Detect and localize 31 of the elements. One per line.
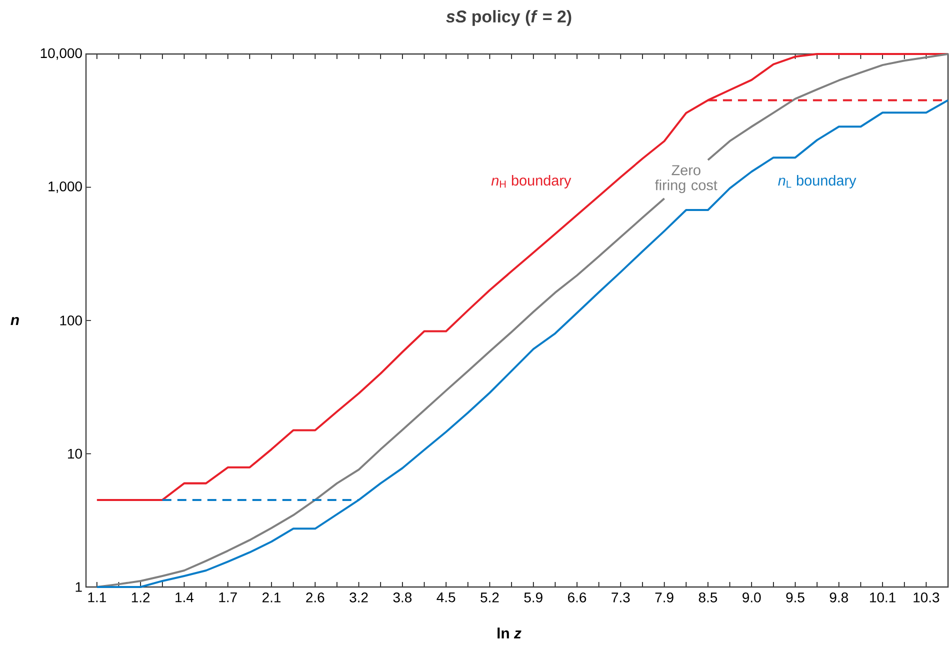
x-tick-label: 3.2 xyxy=(350,592,368,602)
x-tick-label: 7.9 xyxy=(655,592,674,602)
x-tick-label: 1.4 xyxy=(176,592,194,602)
x-tick-label: 10.3 xyxy=(914,592,940,602)
x-tick-label: 8.5 xyxy=(698,592,718,602)
series-label: n$_{H}$ boundary xyxy=(491,174,572,188)
y-axis-title: n xyxy=(10,316,19,326)
series-label: n$_{L}$ boundary xyxy=(778,174,856,188)
x-tick-label: 5.2 xyxy=(480,592,499,602)
x-tick-label: 3.8 xyxy=(393,592,412,602)
x-axis-title: ln z xyxy=(498,628,522,638)
x-tick-label: 9.5 xyxy=(786,592,804,602)
x-tick-label: 2.6 xyxy=(306,592,324,602)
series-label: Zero firing cost xyxy=(655,165,718,194)
x-tick-label: 7.3 xyxy=(612,592,630,602)
y-tick-label: 1,000 xyxy=(48,181,82,193)
x-tick-label: 1.7 xyxy=(219,592,237,602)
y-tick-label: 10 xyxy=(68,448,82,459)
x-tick-label: 4.5 xyxy=(436,592,456,602)
chart-title: sS policy (f = 2) xyxy=(446,10,572,26)
x-tick-label: 6.6 xyxy=(568,592,586,602)
x-tick-label: 10.1 xyxy=(870,592,896,602)
x-tick-label: 9.0 xyxy=(742,592,761,602)
x-tick-label: 9.8 xyxy=(830,592,848,602)
x-tick-label: 2.1 xyxy=(262,592,281,602)
y-tick-label: 100 xyxy=(60,316,82,326)
y-tick-label: 10,000 xyxy=(40,48,82,60)
x-tick-label: 5.9 xyxy=(524,592,542,602)
x-tick-label: 1.2 xyxy=(132,592,150,602)
y-tick-label: 1 xyxy=(76,582,82,592)
x-tick-label: 1.1 xyxy=(88,592,106,602)
